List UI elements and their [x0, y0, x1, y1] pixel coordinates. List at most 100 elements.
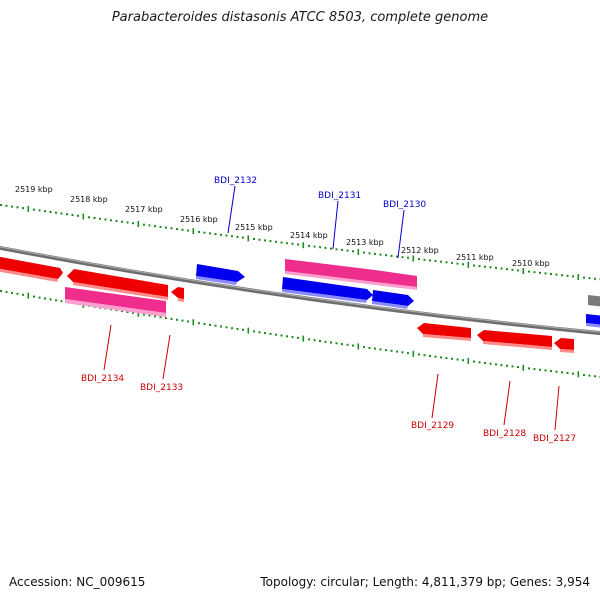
- minor-tick: [324, 246, 327, 249]
- minor-tick: [286, 335, 288, 338]
- minor-tick: [214, 233, 217, 236]
- minor-tick: [181, 319, 184, 322]
- minor-tick: [143, 223, 145, 226]
- minor-tick: [291, 336, 294, 339]
- gene-label-bdi-2130[interactable]: BDI_2130: [383, 200, 426, 210]
- gene-arrow-bdi-2132[interactable]: [196, 264, 245, 285]
- minor-tick: [478, 361, 481, 364]
- minor-tick: [170, 227, 173, 230]
- minor-tick: [517, 269, 519, 272]
- gene-label-bdi-2133[interactable]: BDI_2133: [140, 383, 183, 393]
- gene-arrow-bdi-2133-small[interactable]: [171, 287, 184, 302]
- minor-tick: [231, 235, 233, 238]
- gene-arrow-bdi-2130-blue[interactable]: [372, 290, 414, 309]
- leader-line-bdi-2131: [332, 200, 339, 250]
- minor-tick: [55, 299, 57, 302]
- major-tick: [27, 205, 30, 212]
- gene-label-bdi-2131[interactable]: BDI_2131: [318, 191, 361, 201]
- major-tick: [467, 357, 470, 364]
- minor-tick: [335, 248, 338, 251]
- minor-tick: [495, 266, 497, 269]
- major-tick: [357, 248, 360, 255]
- minor-tick: [539, 368, 541, 371]
- gene-arrow-left-edge-red[interactable]: [0, 256, 63, 282]
- minor-tick: [511, 268, 514, 271]
- gene-label-bdi-2132[interactable]: BDI_2132: [214, 176, 257, 186]
- minor-tick: [220, 325, 222, 328]
- gene-arrow-right-edge-grey[interactable]: [588, 295, 600, 307]
- minor-tick: [242, 328, 244, 331]
- gene-arrow-right-edge-blue[interactable]: [586, 314, 600, 328]
- minor-tick: [313, 339, 316, 342]
- minor-tick: [16, 206, 19, 209]
- minor-tick: [445, 261, 448, 264]
- gene-label-bdi-2134[interactable]: BDI_2134: [81, 374, 124, 384]
- minor-tick: [176, 318, 178, 321]
- minor-tick: [401, 351, 404, 354]
- minor-tick: [148, 314, 151, 317]
- major-tick: [577, 371, 580, 378]
- leader-line-bdi-2132: [227, 185, 236, 234]
- minor-tick: [198, 322, 200, 325]
- gene-arrow-bdi-2134-red[interactable]: [67, 269, 168, 300]
- minor-tick: [379, 348, 382, 351]
- gene-arrow-bdi-2128[interactable]: [477, 330, 552, 350]
- gene-arrow-bdi-2130-pink[interactable]: [375, 270, 417, 290]
- minor-tick: [572, 372, 574, 375]
- gene-arrow-bdi-2131-pink[interactable]: [285, 259, 375, 285]
- gene-arrow-bdi-2134-pink[interactable]: [65, 287, 166, 317]
- minor-tick: [473, 264, 475, 267]
- minor-tick: [363, 251, 365, 254]
- gene-label-bdi-2129[interactable]: BDI_2129: [411, 421, 454, 431]
- leader-line-bdi-2128: [503, 380, 511, 426]
- minor-tick: [396, 350, 398, 353]
- minor-tick: [126, 311, 129, 313]
- major-tick: [522, 364, 525, 371]
- minor-tick: [308, 244, 310, 247]
- major-tick: [302, 242, 305, 249]
- minor-tick: [132, 222, 134, 225]
- minor-tick: [594, 277, 596, 280]
- minor-tick: [418, 353, 420, 356]
- minor-tick: [484, 265, 486, 268]
- genome-title: Parabacteroides distasonis ATCC 8503, co…: [111, 10, 489, 25]
- minor-tick: [500, 364, 503, 367]
- minor-tick: [49, 298, 52, 301]
- minor-tick: [159, 316, 162, 319]
- minor-tick: [99, 217, 101, 220]
- minor-tick: [154, 315, 156, 318]
- minor-tick: [528, 367, 530, 370]
- kbp-scale-labels: 2519 kbp 2518 kbp 2517 kbp 2516 kbp 2515…: [15, 185, 550, 268]
- minor-tick: [170, 317, 173, 320]
- minor-tick: [561, 371, 563, 374]
- minor-tick: [511, 365, 514, 368]
- minor-tick: [495, 363, 497, 366]
- gene-label-bdi-2128[interactable]: BDI_2128: [483, 429, 526, 439]
- gene-label-bdi-2127[interactable]: BDI_2127: [533, 434, 576, 444]
- minor-tick: [11, 291, 13, 294]
- minor-tick: [203, 323, 206, 325]
- minor-tick: [297, 336, 299, 339]
- kbp-label: 2514 kbp: [290, 231, 328, 240]
- minor-tick: [264, 332, 266, 335]
- minor-tick: [148, 224, 151, 227]
- major-tick: [192, 319, 195, 326]
- minor-tick: [440, 356, 442, 359]
- minor-tick: [115, 220, 118, 222]
- gene-arrow-bdi-2127[interactable]: [554, 338, 574, 353]
- minor-tick: [390, 254, 393, 257]
- minor-tick: [594, 375, 596, 378]
- genome-backbone: [0, 245, 600, 336]
- gene-arrow-bdi-2129[interactable]: [417, 323, 471, 341]
- minor-tick: [49, 211, 52, 213]
- minor-tick: [225, 234, 228, 237]
- minor-tick: [445, 357, 448, 360]
- minor-tick: [566, 372, 569, 374]
- minor-tick: [253, 330, 255, 333]
- minor-tick: [517, 366, 519, 369]
- kbp-label: 2519 kbp: [15, 185, 53, 194]
- gene-arrow-bdi-2131-blue[interactable]: [282, 277, 373, 303]
- minor-tick: [159, 225, 162, 228]
- minor-tick: [280, 334, 283, 337]
